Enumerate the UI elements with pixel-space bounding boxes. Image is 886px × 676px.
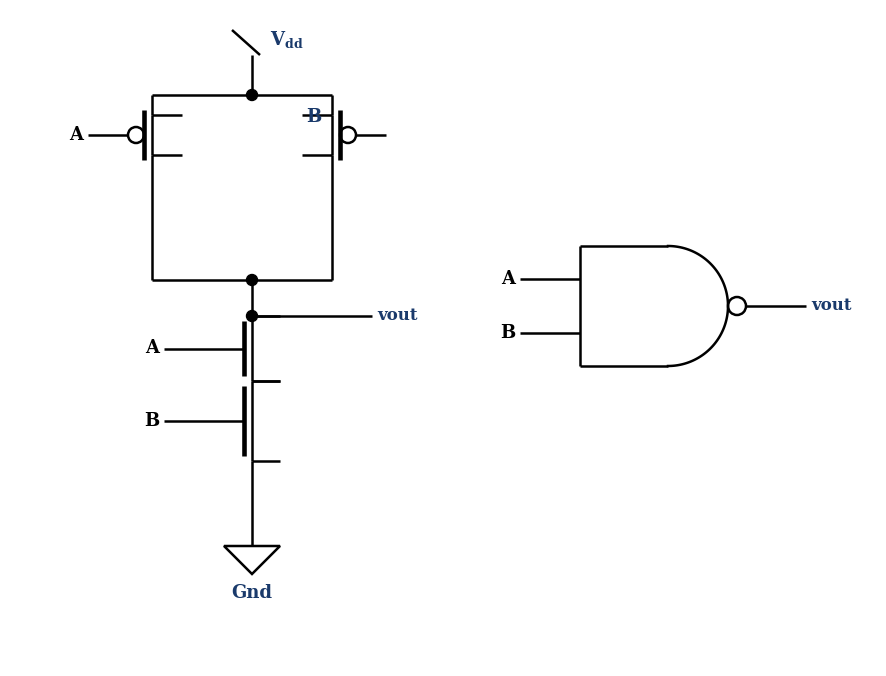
Text: B: B bbox=[144, 412, 159, 430]
Text: vout: vout bbox=[810, 297, 851, 314]
Circle shape bbox=[246, 274, 257, 285]
Circle shape bbox=[246, 89, 257, 101]
Text: A: A bbox=[144, 339, 159, 358]
Text: A: A bbox=[501, 270, 515, 288]
Text: Gnd: Gnd bbox=[231, 584, 272, 602]
Text: B: B bbox=[306, 108, 321, 126]
Text: vout: vout bbox=[377, 308, 417, 324]
Text: V$_{\mathregular{dd}}$: V$_{\mathregular{dd}}$ bbox=[269, 30, 303, 51]
Text: A: A bbox=[69, 126, 83, 144]
Circle shape bbox=[246, 310, 257, 322]
Text: B: B bbox=[499, 324, 515, 342]
